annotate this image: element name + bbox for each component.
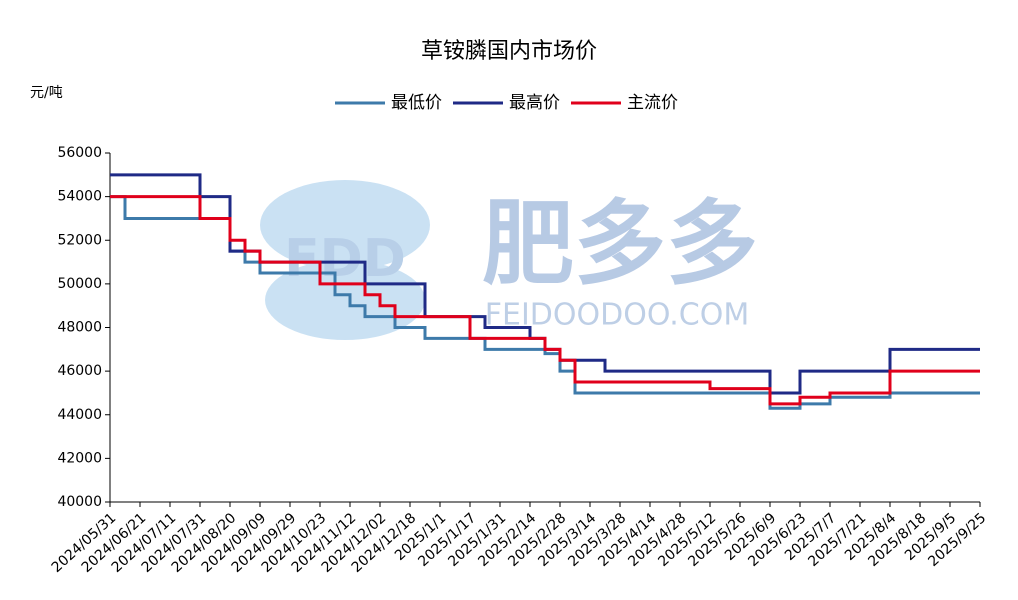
y-axis-label: 元/吨 — [30, 85, 63, 101]
y-tick-label: 56000 — [57, 145, 102, 161]
logo-text: FDD — [284, 229, 406, 289]
y-tick-label: 40000 — [57, 494, 102, 510]
y-tick-label: 44000 — [57, 407, 102, 423]
y-tick-label: 50000 — [57, 276, 102, 292]
watermark: FDD 肥多多 FEIDOODOO.COM — [260, 180, 758, 340]
chart-title: 草铵膦国内市场价 — [421, 39, 597, 64]
legend-label: 最高价 — [509, 93, 560, 113]
logo-bottom — [265, 260, 425, 340]
series-line — [110, 195, 980, 406]
legend-label: 最低价 — [391, 93, 442, 113]
legend-label: 主流价 — [627, 93, 678, 113]
y-tick-label: 46000 — [57, 363, 102, 379]
y-tick-label: 42000 — [57, 450, 102, 466]
watermark-text: 肥多多 — [482, 190, 758, 297]
y-tick-label: 48000 — [57, 320, 102, 336]
logo-top — [260, 180, 430, 270]
series-line — [110, 195, 980, 410]
y-tick-label: 52000 — [57, 232, 102, 248]
y-tick-label: 54000 — [57, 189, 102, 205]
